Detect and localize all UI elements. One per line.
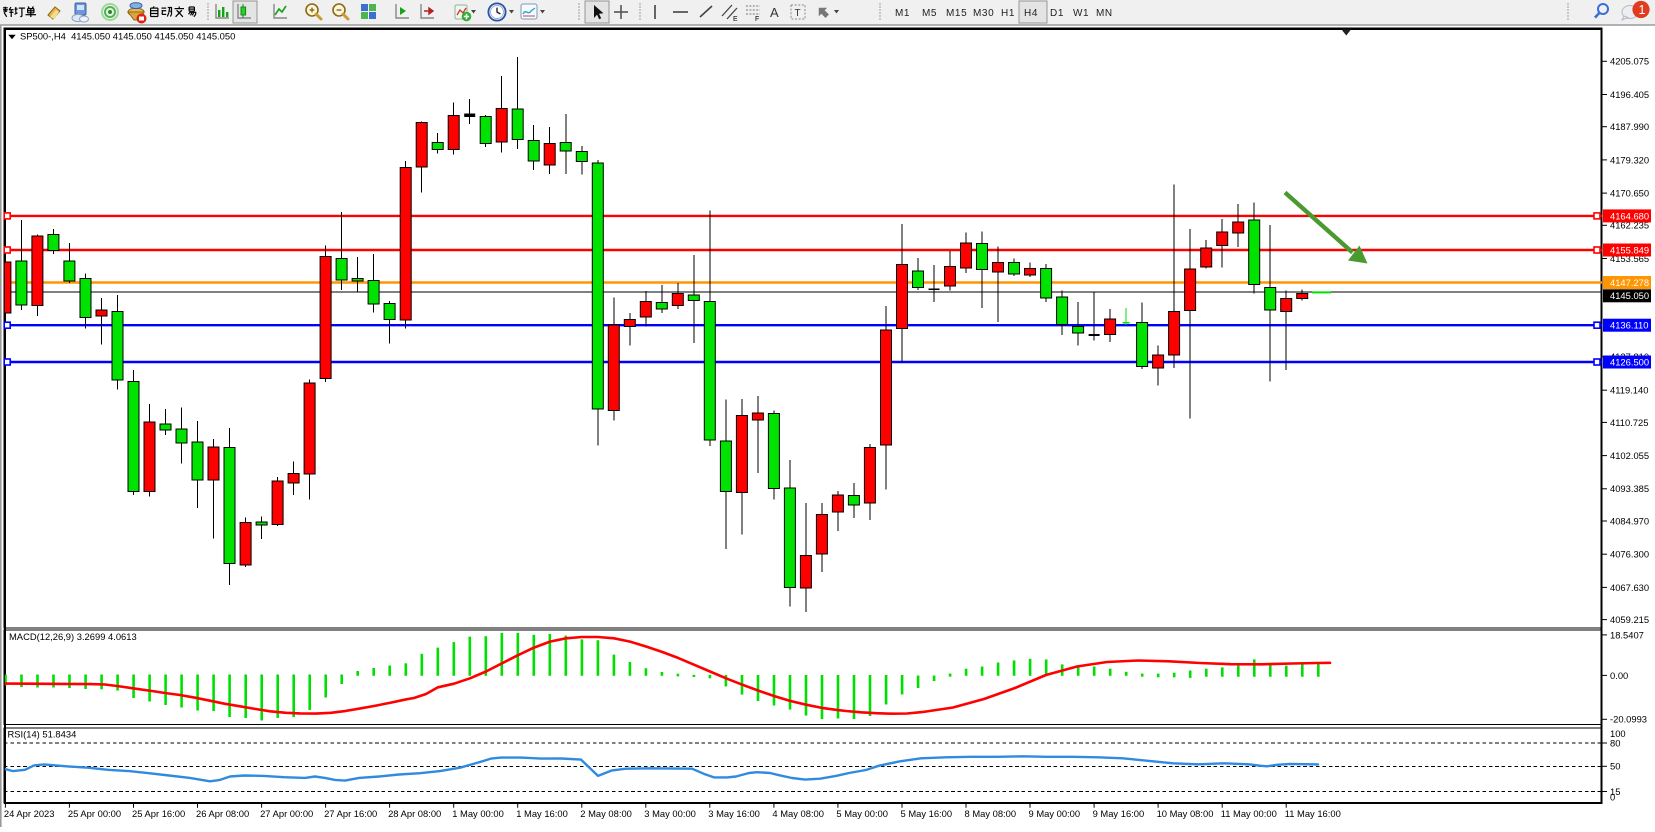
svg-text:80: 80: [1610, 737, 1620, 748]
svg-text:25 Apr 16:00: 25 Apr 16:00: [132, 808, 185, 819]
svg-text:4067.630: 4067.630: [1610, 582, 1649, 593]
svg-text:4059.215: 4059.215: [1610, 614, 1649, 625]
svg-text:0.00: 0.00: [1610, 670, 1628, 681]
svg-text:H4: H4: [1024, 8, 1038, 19]
svg-text:4 May 08:00: 4 May 08:00: [772, 808, 824, 819]
svg-text:4110.725: 4110.725: [1610, 417, 1648, 428]
svg-text:4084.970: 4084.970: [1610, 515, 1649, 526]
svg-text:5 May 16:00: 5 May 16:00: [901, 808, 953, 819]
svg-text:M5: M5: [922, 8, 937, 19]
svg-text:4162.235: 4162.235: [1610, 220, 1649, 231]
svg-text:15: 15: [1610, 786, 1620, 797]
svg-text:4164.680: 4164.680: [1610, 210, 1649, 221]
svg-text:18.5407: 18.5407: [1610, 629, 1644, 640]
svg-text:T: T: [795, 8, 801, 19]
svg-text:-20.0993: -20.0993: [1610, 714, 1647, 725]
svg-text:4119.140: 4119.140: [1610, 385, 1648, 396]
svg-text:24 Apr 2023: 24 Apr 2023: [4, 808, 55, 819]
svg-text:4093.385: 4093.385: [1610, 483, 1649, 494]
svg-text:28 Apr 08:00: 28 Apr 08:00: [388, 808, 441, 819]
svg-text:4179.320: 4179.320: [1610, 154, 1649, 165]
svg-text:F: F: [755, 16, 759, 23]
svg-text:1: 1: [1639, 3, 1646, 17]
svg-text:4196.405: 4196.405: [1610, 89, 1649, 100]
svg-text:D1: D1: [1050, 8, 1064, 19]
svg-text:RSI(14) 51.8434: RSI(14) 51.8434: [8, 729, 77, 740]
svg-text:4147.278: 4147.278: [1610, 277, 1649, 288]
svg-text:A: A: [770, 5, 779, 20]
svg-text:E: E: [733, 16, 738, 23]
svg-text:9 May 00:00: 9 May 00:00: [1029, 808, 1081, 819]
svg-text:M30: M30: [973, 8, 994, 19]
svg-text:MN: MN: [1096, 8, 1113, 19]
svg-text:SP500-,H4 4145.050 4145.050 4: SP500-,H4 4145.050 4145.050 4145.050 414…: [20, 31, 235, 42]
svg-text:11 May 16:00: 11 May 16:00: [1285, 808, 1341, 819]
svg-text:M1: M1: [895, 8, 910, 19]
svg-text:3 May 16:00: 3 May 16:00: [708, 808, 760, 819]
svg-text:4136.110: 4136.110: [1610, 320, 1648, 331]
svg-text:3 May 00:00: 3 May 00:00: [644, 808, 696, 819]
svg-text:11 May 00:00: 11 May 00:00: [1221, 808, 1277, 819]
svg-text:10 May 08:00: 10 May 08:00: [1157, 808, 1214, 819]
svg-text:4145.050: 4145.050: [1610, 290, 1649, 301]
svg-text:W1: W1: [1073, 8, 1089, 19]
svg-text:50: 50: [1610, 761, 1620, 772]
svg-text:MACD(12,26,9) 3.2699 4.0613: MACD(12,26,9) 3.2699 4.0613: [9, 631, 137, 642]
svg-text:27 Apr 16:00: 27 Apr 16:00: [324, 808, 377, 819]
svg-text:4102.055: 4102.055: [1610, 450, 1649, 461]
svg-text:4076.300: 4076.300: [1610, 549, 1649, 560]
svg-text:25 Apr 00:00: 25 Apr 00:00: [68, 808, 121, 819]
svg-text:4126.500: 4126.500: [1610, 356, 1649, 367]
svg-text:8 May 08:00: 8 May 08:00: [965, 808, 1017, 819]
svg-text:4155.849: 4155.849: [1610, 244, 1649, 255]
svg-text:1 May 16:00: 1 May 16:00: [516, 808, 568, 819]
svg-text:2 May 08:00: 2 May 08:00: [580, 808, 632, 819]
svg-text:4153.565: 4153.565: [1610, 253, 1649, 264]
svg-text:0: 0: [1610, 792, 1615, 803]
svg-text:26 Apr 08:00: 26 Apr 08:00: [196, 808, 249, 819]
svg-text:1 May 00:00: 1 May 00:00: [452, 808, 504, 819]
svg-text:5 May 00:00: 5 May 00:00: [836, 808, 888, 819]
svg-text:4170.650: 4170.650: [1610, 188, 1649, 199]
svg-text:H1: H1: [1001, 8, 1015, 19]
svg-text:27 Apr 00:00: 27 Apr 00:00: [260, 808, 313, 819]
svg-text:9 May 16:00: 9 May 16:00: [1093, 808, 1145, 819]
svg-text:4205.075: 4205.075: [1610, 56, 1649, 67]
svg-text:4187.990: 4187.990: [1610, 121, 1649, 132]
svg-text:M15: M15: [946, 8, 967, 19]
svg-text:100: 100: [1610, 728, 1626, 739]
